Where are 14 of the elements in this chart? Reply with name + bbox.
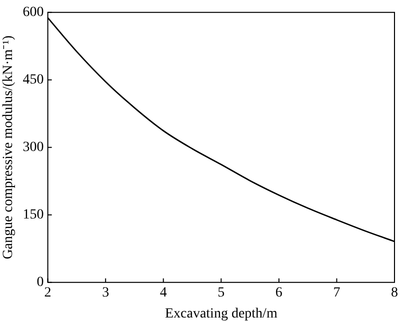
x-tick-label: 2 (44, 285, 52, 300)
y-tick-label: 150 (22, 208, 44, 223)
y-tick-label: 450 (22, 72, 44, 88)
y-tick-label: 300 (22, 140, 44, 156)
y-tick-label: 0 (36, 275, 44, 290)
x-tick-label: 3 (102, 285, 110, 300)
x-tick-label: 8 (391, 285, 398, 300)
x-tick-label: 7 (333, 285, 340, 300)
x-tick-label: 5 (218, 285, 225, 300)
y-axis-title: Gangue compressive modulus/(kN·m⁻¹) (1, 35, 16, 260)
y-tick-label: 600 (22, 5, 44, 20)
x-tick-label: 4 (160, 285, 167, 300)
x-axis-title: Excavating depth/m (164, 306, 278, 322)
x-tick-label: 6 (275, 285, 282, 300)
